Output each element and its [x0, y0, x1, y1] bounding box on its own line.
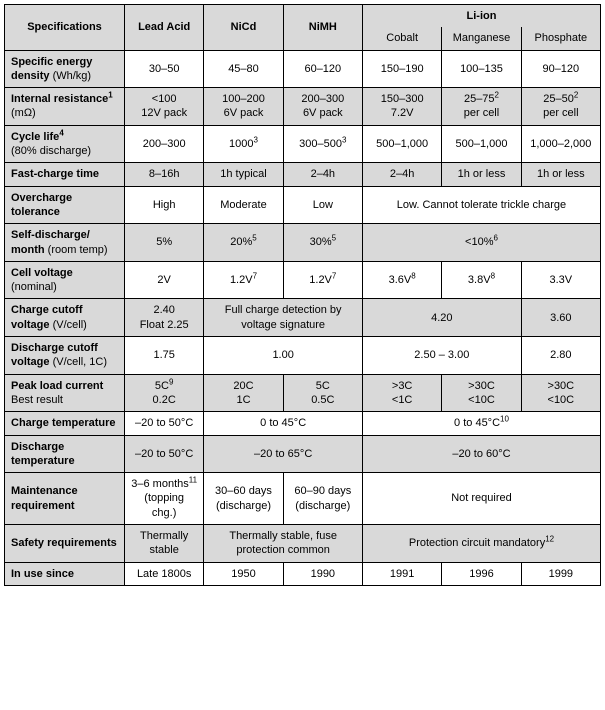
header-liion: Li-ion	[362, 5, 600, 28]
battery-spec-table: Specifications Lead Acid NiCd NiMH Li-io…	[4, 4, 601, 586]
row-peak-load: Peak load currentBest result 5C90.2C 20C…	[5, 374, 601, 412]
row-in-use-since: In use since Late 1800s 1950 1990 1991 1…	[5, 562, 601, 585]
header-cobalt: Cobalt	[362, 27, 441, 50]
row-internal-resistance: Internal resistance1 (mΩ) <10012V pack 1…	[5, 88, 601, 126]
header-spec: Specifications	[5, 5, 125, 51]
header-lead-acid: Lead Acid	[125, 5, 204, 51]
row-maintenance: Maintenance requirement 3–6 months11(top…	[5, 473, 601, 525]
header-phosphate: Phosphate	[521, 27, 600, 50]
row-cycle-life: Cycle life4(80% discharge) 200–300 10003…	[5, 125, 601, 163]
row-overcharge: Overcharge tolerance High Moderate Low L…	[5, 186, 601, 224]
row-self-discharge: Self-discharge/ month (room temp) 5% 20%…	[5, 224, 601, 262]
header-nimh: NiMH	[283, 5, 362, 51]
header-nicd: NiCd	[204, 5, 283, 51]
row-energy: Specific energy density (Wh/kg) 30–50 45…	[5, 50, 601, 88]
row-safety: Safety requirements Thermally stable The…	[5, 525, 601, 563]
row-charge-cutoff: Charge cutoff voltage (V/cell) 2.40Float…	[5, 299, 601, 337]
header-manganese: Manganese	[442, 27, 521, 50]
row-discharge-temp: Discharge temperature –20 to 50°C –20 to…	[5, 435, 601, 473]
row-charge-temp: Charge temperature –20 to 50°C 0 to 45°C…	[5, 412, 601, 435]
row-fast-charge: Fast-charge time 8–16h 1h typical 2–4h 2…	[5, 163, 601, 186]
row-discharge-cutoff: Discharge cutoff voltage (V/cell, 1C) 1.…	[5, 337, 601, 375]
row-cell-voltage: Cell voltage (nominal) 2V 1.2V7 1.2V7 3.…	[5, 261, 601, 299]
